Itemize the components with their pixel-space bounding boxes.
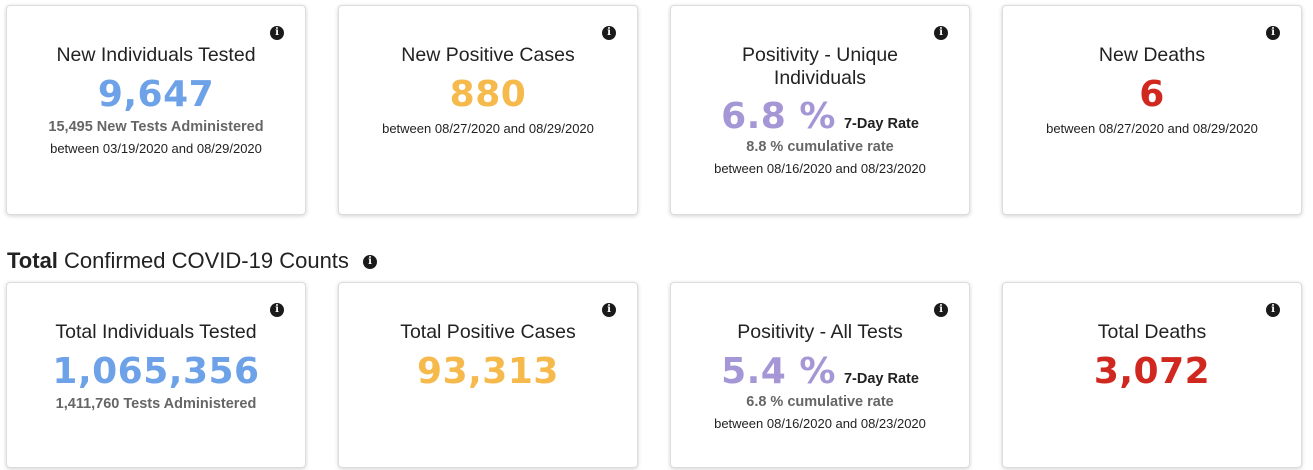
cumulative-rate: 8.8 % cumulative rate xyxy=(746,139,894,155)
rate-label: 7-Day Rate xyxy=(843,371,919,387)
card-title: New Individuals Tested xyxy=(56,44,256,66)
card-positivity-unique-individuals: i Positivity - Unique Individuals 6.8 % … xyxy=(670,5,970,215)
card-date-range: between 03/19/2020 and 08/29/2020 xyxy=(50,141,262,156)
info-icon[interactable]: i xyxy=(363,255,378,269)
card-value: 880 xyxy=(449,74,527,115)
card-title: Total Positive Cases xyxy=(400,321,576,343)
card-title: Total Individuals Tested xyxy=(55,321,257,343)
info-icon[interactable]: i xyxy=(1266,303,1280,317)
card-total-individuals-tested: i Total Individuals Tested 1,065,356 1,4… xyxy=(6,282,306,468)
card-subtext: 1,411,760 Tests Administered xyxy=(55,396,257,412)
card-value: 6.8 % xyxy=(721,96,836,137)
card-total-positive-cases: i Total Positive Cases 93,313 xyxy=(338,282,638,468)
card-new-deaths: i New Deaths 6 between 08/27/2020 and 08… xyxy=(1002,5,1302,215)
card-total-deaths: i Total Deaths 3,072 xyxy=(1002,282,1302,468)
info-icon[interactable]: i xyxy=(602,26,616,40)
card-title: Positivity - Unique Individuals xyxy=(741,44,899,89)
card-date-range: between 08/16/2020 and 08/23/2020 xyxy=(714,161,926,176)
info-icon[interactable]: i xyxy=(270,26,284,40)
card-date-range: between 08/27/2020 and 08/29/2020 xyxy=(382,121,594,136)
card-date-range: between 08/16/2020 and 08/23/2020 xyxy=(714,416,926,431)
card-value: 1,065,356 xyxy=(52,351,260,392)
card-value: 3,072 xyxy=(1093,351,1211,392)
rate-row: 6.8 % 7-Day Rate xyxy=(671,97,969,137)
cumulative-rate: 6.8 % cumulative rate xyxy=(746,394,894,410)
info-icon[interactable]: i xyxy=(1266,26,1280,40)
info-icon[interactable]: i xyxy=(270,303,284,317)
card-value: 9,647 xyxy=(97,74,215,115)
card-date-range: between 08/27/2020 and 08/29/2020 xyxy=(1046,121,1258,136)
card-value: 5.4 % xyxy=(721,351,836,392)
card-new-positive-cases: i New Positive Cases 880 between 08/27/2… xyxy=(338,5,638,215)
card-positivity-all-tests: i Positivity - All Tests 5.4 % 7-Day Rat… xyxy=(670,282,970,468)
card-title: New Deaths xyxy=(1098,44,1206,66)
section-heading-bold: Total xyxy=(7,248,58,273)
rate-label: 7-Day Rate xyxy=(843,116,919,132)
info-icon[interactable]: i xyxy=(934,26,948,40)
card-title: New Positive Cases xyxy=(401,44,575,66)
card-title: Positivity - All Tests xyxy=(737,321,903,343)
card-new-individuals-tested: i New Individuals Tested 9,647 15,495 Ne… xyxy=(6,5,306,215)
card-value: 93,313 xyxy=(417,351,559,392)
card-title: Total Deaths xyxy=(1097,321,1207,343)
info-icon[interactable]: i xyxy=(934,303,948,317)
section-heading: Total Confirmed COVID-19 Counts i xyxy=(7,248,378,274)
card-subtext: 15,495 New Tests Administered xyxy=(48,119,264,135)
info-icon[interactable]: i xyxy=(602,303,616,317)
rate-row: 5.4 % 7-Day Rate xyxy=(671,352,969,392)
section-heading-text: Confirmed COVID-19 Counts xyxy=(57,248,349,273)
card-value: 6 xyxy=(1139,74,1165,115)
